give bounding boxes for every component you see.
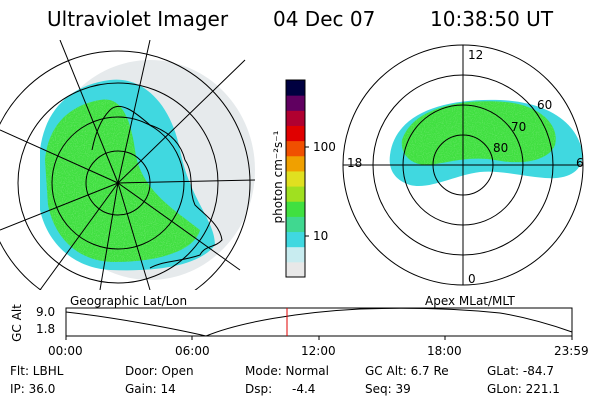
glat-info: GLat: -84.7 xyxy=(487,364,554,378)
colorbar-segment xyxy=(286,110,305,126)
mlat-label-60: 60 xyxy=(537,98,553,112)
time-tick-1800: 18:00 xyxy=(427,344,462,358)
left-panel-label: Geographic Lat/Lon xyxy=(70,294,188,308)
altitude-plot xyxy=(65,307,573,340)
lat-circle xyxy=(85,150,151,216)
altitude-ytick-high: 9.0 xyxy=(36,305,56,319)
time-label: 10:38:50 UT xyxy=(430,7,554,31)
lat-circle xyxy=(17,82,219,284)
seq-info: Seq: 39 xyxy=(365,382,411,396)
colorbar-segment xyxy=(286,140,305,157)
polar-grid xyxy=(342,44,584,286)
altitude-ylabel: GC Alt xyxy=(10,304,24,342)
colorbar-segment xyxy=(286,155,305,172)
date-label: 04 Dec 07 xyxy=(273,7,376,31)
right-panel-label: Apex MLat/MLT xyxy=(425,294,515,308)
colorbar-unit-label: photon cm⁻²s⁻¹ xyxy=(271,130,285,224)
gain-info: Gain: 14 xyxy=(125,382,176,396)
colorbar-segment xyxy=(286,231,305,248)
dsp-value: -4.4 xyxy=(292,382,316,396)
colorbar-segment xyxy=(286,125,305,142)
door-info: Door: Open xyxy=(125,364,194,378)
mlt-label-0: 0 xyxy=(468,272,476,286)
image-noise xyxy=(401,101,556,166)
lat-circle xyxy=(51,116,185,250)
color-scale-bar xyxy=(285,79,306,278)
colorbar-segment xyxy=(286,80,305,96)
mlt-label-12: 12 xyxy=(468,48,484,62)
time-tick-2359: 23:59 xyxy=(554,344,589,358)
filter-info: Flt: LBHL xyxy=(10,364,64,378)
mlat-label-70: 70 xyxy=(511,120,527,134)
colorbar-segment xyxy=(286,246,305,263)
colorbar-segment xyxy=(286,216,305,233)
mode-info: Mode: Normal xyxy=(245,364,329,378)
colorbar-segment xyxy=(286,170,305,187)
colorbar-segment xyxy=(286,95,305,111)
instrument-title: Ultraviolet Imager xyxy=(47,7,229,31)
colorbar-tick-10: 10 xyxy=(313,229,329,243)
magnetic-image xyxy=(343,45,583,285)
ip-info: IP: 36.0 xyxy=(10,382,56,396)
coastline xyxy=(91,105,223,269)
mlt-label-18: 18 xyxy=(347,156,363,170)
colorbar-tick-100: 100 xyxy=(313,140,336,154)
colorbar-segment xyxy=(286,186,305,202)
colorbar-segment xyxy=(286,201,305,217)
colorbar-segment xyxy=(286,261,305,278)
glon-info: GLon: 221.1 xyxy=(487,382,560,396)
mlat-label-80: 80 xyxy=(493,141,509,155)
colorbar-frame xyxy=(285,79,306,278)
image-noise xyxy=(45,99,200,262)
time-tick-0600: 06:00 xyxy=(175,344,210,358)
time-tick-0000: 00:00 xyxy=(48,344,83,358)
gc-alt-info: GC Alt: 6.7 Re xyxy=(365,364,449,378)
altitude-ytick-low: 1.8 xyxy=(36,322,56,336)
time-axis-ticks xyxy=(65,336,573,340)
time-tick-1200: 12:00 xyxy=(301,344,336,358)
meridians xyxy=(0,40,255,290)
geographic-image xyxy=(0,40,255,290)
colorbar-ticks xyxy=(305,146,309,237)
altitude-curve xyxy=(65,307,573,337)
mlt-label-6: 6 xyxy=(576,156,584,170)
lat-circle xyxy=(0,50,251,290)
dsp-label: Dsp: xyxy=(245,382,273,396)
